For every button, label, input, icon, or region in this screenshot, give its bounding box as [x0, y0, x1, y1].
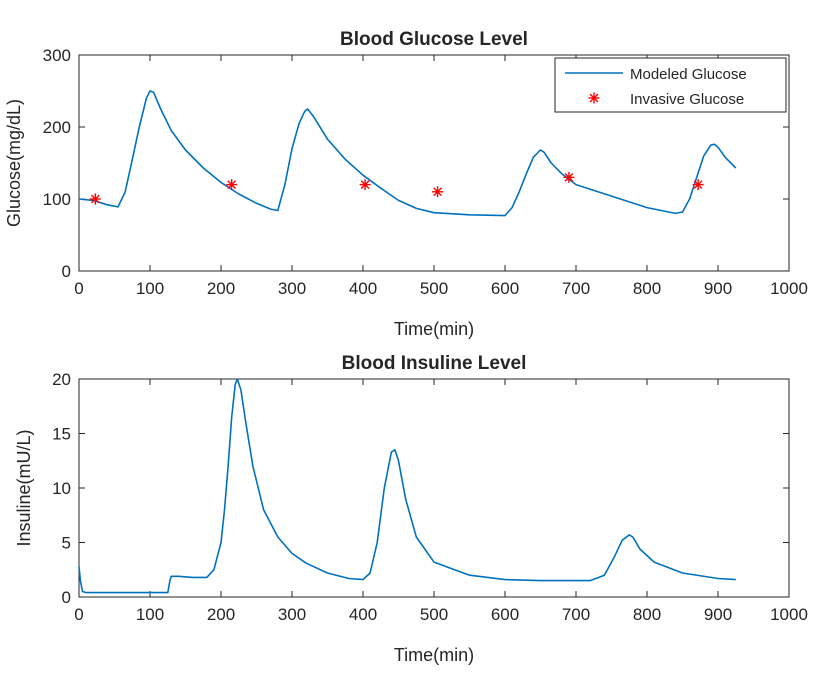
glucose-series-line-0	[78, 90, 737, 217]
legend-asterisk-marker	[588, 92, 600, 104]
insuline-series-line-0	[78, 378, 736, 594]
glucose-invasive-point	[226, 179, 238, 191]
legend-swatch-invasive-glucose	[588, 92, 600, 104]
insuline-x-tick-label: 900	[704, 605, 732, 624]
glucose-x-tick-label: 100	[136, 279, 164, 298]
glucose-x-tick-label: 600	[491, 279, 519, 298]
glucose-x-axis-label: Time(min)	[394, 319, 474, 339]
glucose-x-tick-label: 900	[704, 279, 732, 298]
glucose-invasive-point-stroke	[90, 194, 100, 204]
insuline-x-tick-label: 700	[562, 605, 590, 624]
insuline-x-tick-label: 300	[278, 605, 306, 624]
insuline-plot-area	[78, 378, 790, 598]
insuline-x-tick-label: 400	[349, 605, 377, 624]
glucose-x-tick-label: 1000	[770, 279, 808, 298]
legend-label-modeled-glucose: Modeled Glucose	[630, 66, 747, 83]
glucose-y-tick-label: 300	[43, 46, 71, 65]
glucose-invasive-point	[89, 193, 101, 205]
glucose-x-tick-label: 500	[420, 279, 448, 298]
insuline-y-tick-label: 0	[62, 588, 71, 607]
glucose-invasive-point	[692, 179, 704, 191]
insuline-y-tick-label: 10	[52, 479, 71, 498]
glucose-y-tick-label: 200	[43, 118, 71, 137]
glucose-y-axis-label: Glucose(mg/dL)	[4, 99, 24, 227]
glucose-x-tick-label: 400	[349, 279, 377, 298]
legend-asterisk-marker-stroke	[589, 93, 599, 103]
insuline-chart: Blood Insuline Level Time(min) Insuline(…	[14, 353, 808, 665]
insuline-y-tick-label: 20	[52, 370, 71, 389]
glucose-invasive-point-stroke	[564, 173, 574, 182]
insuline-series	[78, 378, 736, 594]
insuline-x-axis-label: Time(min)	[394, 645, 474, 665]
glucose-chart-title: Blood Glucose Level	[340, 29, 528, 50]
glucose-y-tick-label: 100	[43, 190, 71, 209]
insuline-x-tick-label: 100	[136, 605, 164, 624]
insuline-y-tick-label: 5	[62, 534, 71, 553]
glucose-invasive-point-stroke	[360, 180, 370, 189]
glucose-invasive-point-stroke	[693, 180, 703, 189]
insuline-x-tick-label: 600	[491, 605, 519, 624]
insuline-chart-title: Blood Insuline Level	[342, 353, 527, 374]
legend-label-invasive-glucose: Invasive Glucose	[630, 91, 744, 108]
insuline-y-tick-label: 15	[52, 425, 71, 444]
glucose-invasive-point	[432, 186, 444, 198]
glucose-x-tick-label: 300	[278, 279, 306, 298]
insuline-x-tick-label: 800	[633, 605, 661, 624]
glucose-invasive-point	[563, 171, 575, 183]
glucose-x-tick-label: 0	[74, 279, 83, 298]
glucose-legend: Modeled Glucose Invasive Glucose	[554, 57, 787, 113]
insuline-x-tick-label: 200	[207, 605, 235, 624]
glucose-invasive-point-stroke	[227, 180, 237, 189]
insuline-axis-ticks: 0 100 200 300 400 500 600 700 800 900 1000 0 5 10 15 20	[52, 370, 808, 624]
glucose-x-tick-label: 700	[562, 279, 590, 298]
glucose-chart: Blood Glucose Level Time(min) Glucose(mg…	[4, 29, 808, 339]
insuline-x-tick-label: 500	[420, 605, 448, 624]
glucose-y-tick-label: 0	[62, 262, 71, 281]
insuline-x-tick-label: 1000	[770, 605, 808, 624]
glucose-invasive-point	[359, 179, 371, 191]
glucose-invasive-point-stroke	[433, 187, 442, 197]
glucose-x-tick-label: 200	[207, 279, 235, 298]
insuline-y-axis-label: Insuline(mU/L)	[14, 429, 34, 546]
glucose-series	[78, 90, 737, 217]
glucose-axis-ticks: 0 100 200 300 400 500 600 700 800 900 1000 0 100 200 3…	[43, 46, 808, 298]
glucose-x-tick-label: 800	[633, 279, 661, 298]
insuline-x-tick-label: 0	[74, 605, 83, 624]
